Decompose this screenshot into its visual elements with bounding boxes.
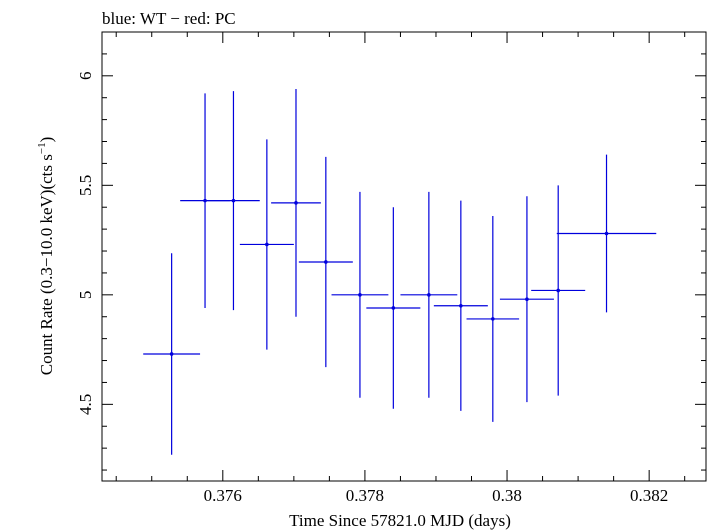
data-point-wt [271, 88, 321, 317]
data-point-wt [499, 196, 554, 403]
data-point-wt [366, 207, 421, 409]
axis-tick-labels: 0.376 0.378 0.38 0.382 4.5 5 5.5 6 [76, 72, 668, 505]
data-marker [556, 288, 560, 293]
data-marker [203, 198, 207, 203]
data-point-wt [298, 156, 353, 368]
x-tick-label: 0.378 [346, 486, 384, 505]
data-point-wt [531, 185, 586, 396]
data-marker [294, 201, 298, 205]
data-marker [427, 293, 431, 297]
x-axis-label: Time Since 57821.0 MJD (days) [289, 511, 511, 530]
data-point-wt [433, 200, 488, 411]
data-point-wt [400, 191, 458, 398]
data-point-wt [331, 191, 389, 398]
data-point-wt [239, 139, 294, 350]
axis-ticks [102, 31, 706, 481]
y-axis-label: Count Rate (0.3−10.0 keV)(cts s−1) [36, 137, 56, 376]
data-marker [604, 231, 609, 236]
data-marker [491, 317, 495, 321]
y-axis-label-exponent: −1 [36, 142, 48, 154]
chart-title: blue: WT − red: PC [102, 9, 236, 28]
x-tick-label: 0.376 [204, 486, 242, 505]
y-axis-label-close: ) [37, 137, 56, 143]
data-marker [391, 306, 396, 310]
plot-frame [101, 31, 707, 482]
data-points [143, 88, 657, 455]
data-marker [265, 242, 269, 247]
data-marker [525, 297, 529, 302]
data-point-wt [466, 215, 520, 422]
data-marker [324, 260, 328, 264]
data-point-wt [143, 253, 201, 455]
y-tick-label: 4.5 [76, 394, 95, 415]
data-marker [459, 303, 463, 308]
y-tick-label: 5.5 [76, 175, 95, 196]
y-tick-label: 6 [76, 72, 95, 81]
y-axis-label-main: Count Rate (0.3−10.0 keV)(cts s [37, 154, 56, 375]
data-marker [358, 293, 362, 297]
data-marker [231, 198, 236, 203]
data-point-wt [207, 91, 260, 311]
data-marker [169, 352, 174, 356]
x-tick-label: 0.382 [630, 486, 668, 505]
y-tick-label: 5 [76, 291, 95, 300]
x-tick-label: 0.38 [492, 486, 522, 505]
data-point-wt [556, 154, 657, 313]
